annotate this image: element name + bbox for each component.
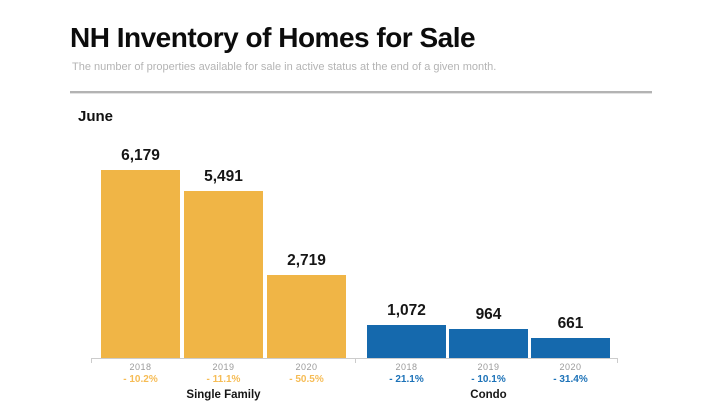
- bar-year-label: 2018: [129, 362, 152, 372]
- bar-year-label: 2018: [395, 362, 418, 372]
- bar-value-label: 1,072: [387, 302, 426, 319]
- header-divider: [70, 91, 652, 94]
- chart-title: NH Inventory of Homes for Sale: [70, 22, 476, 53]
- axis-tick: [91, 358, 92, 363]
- plot-area: 6,179 2018 - 10.2% 5,491 2019 - 11.1% 2,719 202…: [91, 130, 631, 406]
- bar-change-label: - 21.1%: [389, 374, 424, 385]
- bar: [531, 338, 610, 358]
- bar-change-label: - 10.2%: [123, 374, 158, 385]
- axis-tick: [617, 358, 618, 363]
- bar-value-label: 661: [557, 315, 584, 332]
- x-axis-line: [91, 358, 618, 359]
- bar: [184, 191, 263, 358]
- bar-change-label: - 50.5%: [289, 374, 324, 385]
- bar-value-label: 6,179: [121, 147, 160, 164]
- bar: [367, 325, 446, 358]
- bar: [101, 170, 180, 358]
- bar: [267, 275, 346, 358]
- bar-change-label: - 10.1%: [471, 374, 506, 385]
- bar-year-label: 2020: [559, 362, 582, 372]
- bar-value-label: 5,491: [204, 168, 243, 185]
- bar-value-label: 964: [475, 306, 502, 323]
- chart-subtitle: The number of properties available for s…: [72, 61, 497, 73]
- bar-year-label: 2019: [477, 362, 500, 372]
- group-label: Single Family: [186, 389, 261, 401]
- bar-year-label: 2019: [212, 362, 235, 372]
- bar: [449, 329, 528, 358]
- group-label: Condo: [470, 389, 507, 401]
- axis-tick: [355, 358, 356, 363]
- bar-change-label: - 11.1%: [206, 374, 241, 385]
- bar-year-label: 2020: [295, 362, 318, 372]
- bar-value-label: 2,719: [287, 252, 326, 269]
- period-label: June: [78, 108, 114, 125]
- bar-change-label: - 31.4%: [553, 374, 588, 385]
